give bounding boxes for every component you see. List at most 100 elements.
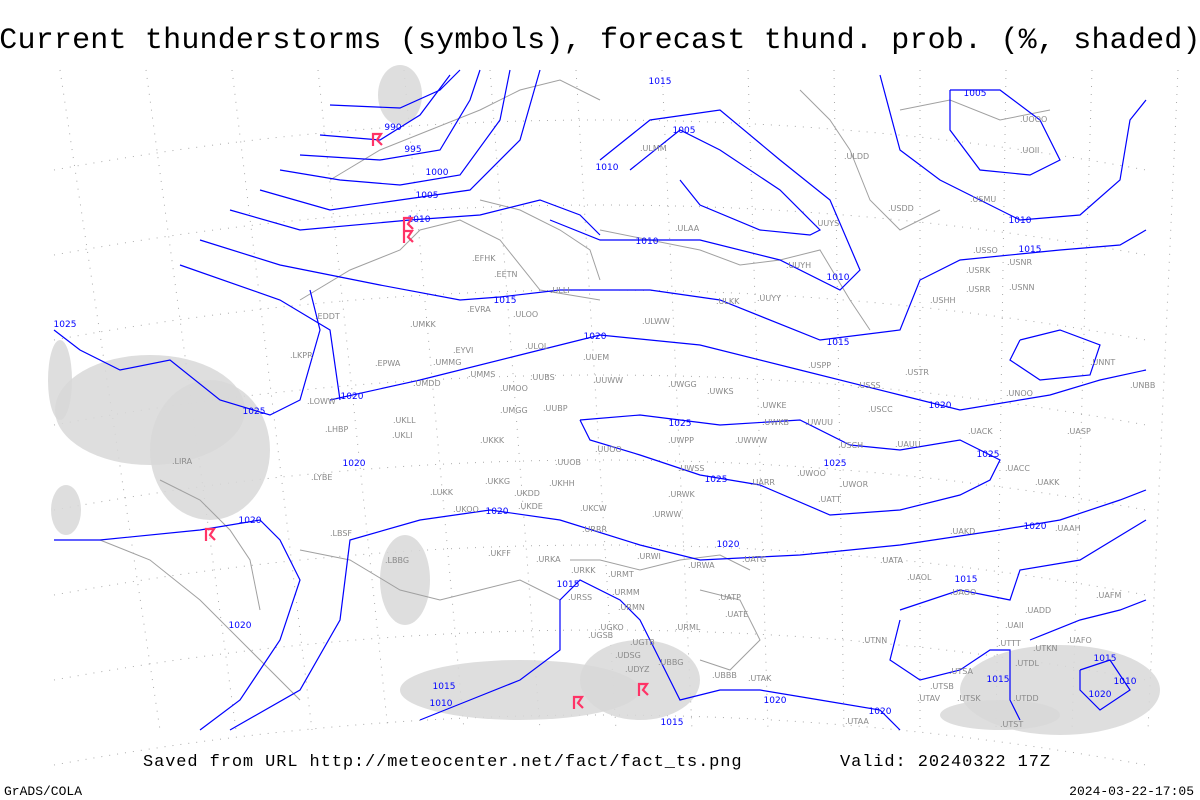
isobar [629,129,822,236]
station-label: .EVRA [467,305,491,314]
coastline [329,79,601,181]
isobar [899,519,1147,611]
station-label: .UBBB [712,671,737,680]
station-label: .USNN [1009,283,1034,292]
meridian [1071,69,1093,731]
isobar-label: 1015 [1019,245,1042,255]
station-label: .URWI [637,552,661,561]
station-label: .UWKS [707,387,734,396]
meridian [403,69,465,731]
station-label: .LIRA [172,457,193,466]
station-label: .USRR [966,285,991,294]
station-label: .UTKN [1033,644,1058,653]
isobar-label: 1020 [869,707,892,717]
isobar-label: 1005 [964,89,987,99]
station-label: .UUOO [595,445,622,454]
station-label: .LHBP [325,425,349,434]
station-label: .UUEM [583,353,609,362]
station-label: .LOWW [307,397,336,406]
thunderstorm-symbol-icon [572,695,585,709]
station-label: .ULAA [675,224,700,233]
station-label: .LBBG [385,556,409,565]
isobar [549,109,861,291]
isobar-label: 1025 [705,475,728,485]
isobar [229,489,1147,731]
probability-area [48,340,72,420]
isobar [1009,329,1101,381]
probability-area [51,485,81,535]
station-label: .UKCW [580,504,607,513]
station-label: .UKLL [393,416,416,425]
thunderstorm-symbol-icon [204,527,217,541]
isobar [54,519,301,731]
station-label: .EETN [494,270,518,279]
station-label: .LYBE [311,473,332,482]
coastline [799,89,941,231]
isobar [259,69,541,211]
station-label: .URMM [612,588,640,597]
station-label: .UTTT [998,639,1021,648]
station-label: .UNBB [1130,381,1155,390]
station-label: .UTNN [862,636,887,645]
isobar-label: 1020 [341,392,364,402]
station-label: .UATE [725,610,748,619]
station-label: .ULKK [716,297,740,306]
isobar [299,69,481,161]
station-label: .UUWW [593,376,623,385]
isobar-label: 1005 [673,126,696,136]
station-label: .USCH [838,441,863,450]
station-label: .UNNT [1090,358,1115,367]
coastlines-borders [99,79,1051,701]
station-label: .UMMS [468,370,495,379]
station-label: .UACC [1005,464,1030,473]
station-label: .USSS [857,381,881,390]
coastline [599,229,871,331]
isobar-label: 1020 [343,459,366,469]
station-label: .UMMG [433,358,461,367]
isobar-label: 1010 [408,215,431,225]
isobar-label: 1025 [243,407,266,417]
isobar-label: 1025 [669,419,692,429]
coastline [299,549,561,601]
station-label: .EPWA [375,359,401,368]
station-label: .UWGG [668,380,697,389]
thunderstorm-symbol-icon [371,132,384,146]
station-label: .UMOO [500,384,528,393]
isobar [579,414,1001,516]
isobar [419,579,901,731]
station-label: .LUKK [430,488,454,497]
station-label: .UAKK [1035,478,1060,487]
station-label: .UUBS [530,373,555,382]
isobar-label: 1015 [955,575,978,585]
station-label: .UWKE [760,401,787,410]
station-label: .URWA [688,561,715,570]
station-labels: .EDDT .LKPR .EPWA .UMKK .EVRA .ULOO .EFHK .EETN… [172,115,1155,729]
station-label: .USPP [808,361,831,370]
station-label: .UKKK [480,436,505,445]
station-label: .EYVI [453,346,473,355]
isobar-label: 1015 [494,296,517,306]
probability-area [380,535,430,625]
station-label: .UMKK [410,320,437,329]
coastline [899,99,1051,121]
isobar-label: 1020 [486,507,509,517]
probability-area [150,380,270,520]
isobar-label: 1015 [649,77,672,87]
isobar-label: 1020 [584,332,607,342]
station-label: .UTDD [1013,694,1039,703]
station-label: .URSS [568,593,592,602]
station-label: .UKDE [518,502,543,511]
station-label: .USDD [888,204,914,213]
station-label: .UAFM [1096,591,1121,600]
station-label: .URWW [652,510,682,519]
probability-area [940,700,1060,730]
station-label: .UTAV [917,694,941,703]
isobar-label: 1015 [1094,654,1117,664]
isobar [199,229,1147,341]
software-credit: GrADS/COLA [4,784,83,799]
thunderstorm-symbol-icon [402,216,415,230]
isobar-label: 990 [384,123,401,133]
station-label: .UATG [742,555,766,564]
station-label: .UACK [968,427,993,436]
